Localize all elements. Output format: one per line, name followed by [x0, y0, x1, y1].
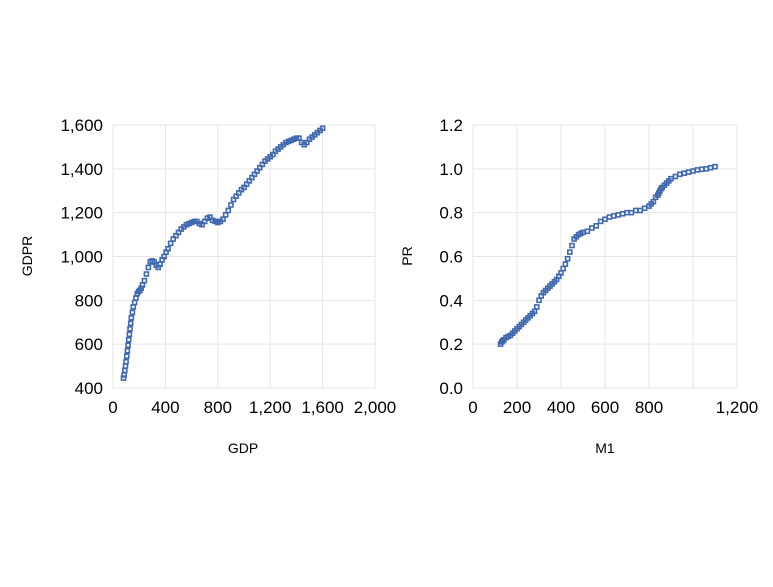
data-point — [619, 210, 626, 217]
data-point — [584, 228, 591, 235]
x-tick-labels: 0 400 800 1,200 1,600 2,000 — [108, 398, 396, 417]
y-tick-labels: 400 600 800 1,000 1,200 1,400 1,600 — [60, 116, 103, 398]
data-point — [588, 225, 595, 231]
data-point — [564, 255, 571, 262]
x-tick-label: 600 — [591, 398, 619, 417]
data-point — [126, 331, 133, 338]
data-point — [130, 304, 137, 310]
data-point — [167, 240, 174, 247]
gridlines — [472, 124, 738, 389]
data-point — [593, 223, 600, 229]
y-axis-title: PR — [399, 246, 415, 265]
y-tick-label: 600 — [75, 335, 103, 354]
y-tick-label: 0.8 — [439, 204, 463, 223]
data-point — [562, 261, 569, 267]
data-point — [121, 372, 127, 378]
data-point — [124, 347, 131, 354]
data-point — [141, 277, 148, 284]
data-point — [560, 265, 567, 272]
x-tick-label: 0 — [108, 398, 117, 417]
x-axis-title: M1 — [595, 440, 615, 456]
data-point — [658, 185, 664, 192]
data-point — [123, 353, 130, 360]
x-tick-label: 1,600 — [301, 398, 344, 417]
y-tick-label: 0.2 — [439, 335, 463, 354]
data-point — [707, 164, 714, 171]
y-tick-label: 0.0 — [439, 379, 463, 398]
data-point — [569, 242, 575, 249]
data-point — [165, 246, 171, 252]
y-axis-title: GDPR — [19, 236, 35, 276]
y-tick-labels: 0.0 0.2 0.4 0.6 0.8 1.0 1.2 — [439, 116, 463, 398]
x-tick-label: 400 — [547, 398, 575, 417]
y-tick-label: 1,400 — [60, 160, 103, 179]
data-point — [123, 358, 129, 365]
data-point — [632, 207, 639, 214]
x-tick-label: 1,200 — [716, 398, 759, 417]
data-point — [676, 171, 683, 178]
data-point — [499, 338, 506, 344]
data-point — [566, 249, 573, 255]
data-point — [145, 264, 152, 271]
data-point — [712, 163, 718, 170]
data-point — [319, 125, 326, 132]
data-points — [497, 163, 718, 347]
y-tick-label: 400 — [75, 379, 103, 398]
x-tick-label: 200 — [503, 398, 531, 417]
data-point — [225, 207, 232, 214]
data-point — [672, 173, 679, 180]
gridlines — [112, 124, 376, 389]
data-point — [637, 207, 644, 214]
data-point — [685, 169, 692, 175]
data-point — [133, 295, 139, 301]
x-tick-label: 0 — [468, 398, 477, 417]
data-point — [615, 212, 622, 218]
data-point — [606, 214, 613, 220]
x-tick-label: 400 — [151, 398, 179, 417]
y-tick-label: 1.0 — [439, 160, 463, 179]
data-point — [131, 299, 138, 306]
data-point — [139, 282, 146, 288]
y-tick-label: 1,000 — [60, 248, 103, 267]
data-point — [641, 205, 648, 212]
data-point — [127, 320, 134, 327]
y-tick-label: 800 — [75, 291, 103, 310]
data-point — [157, 261, 163, 267]
data-point — [222, 212, 229, 218]
data-point — [125, 342, 131, 349]
chart-pr-vs-m1: 0.0 0.2 0.4 0.6 0.8 1.0 1.2 0 200 400 600 800 1,200… — [399, 116, 758, 456]
data-points — [120, 125, 326, 381]
data-point — [127, 326, 133, 332]
data-point — [128, 315, 135, 321]
x-axis-title: GDP — [228, 440, 258, 456]
data-point — [694, 167, 701, 173]
x-tick-labels: 0 200 400 600 800 1,200 — [468, 398, 758, 417]
x-tick-label: 800 — [204, 398, 232, 417]
data-point — [143, 271, 150, 277]
data-point — [533, 304, 540, 310]
data-point — [122, 363, 129, 369]
x-tick-label: 2,000 — [354, 398, 397, 417]
x-tick-label: 1,200 — [249, 398, 292, 417]
chart-gdpr-vs-gdp: 400 600 800 1,000 1,200 1,400 1,600 0 400 800 1,2… — [19, 116, 396, 456]
data-point — [597, 218, 604, 225]
x-tick-label: 800 — [635, 398, 663, 417]
y-tick-label: 0.6 — [439, 248, 463, 267]
data-point — [129, 309, 136, 316]
data-point — [610, 213, 617, 219]
y-tick-label: 1,200 — [60, 204, 103, 223]
data-point — [125, 336, 132, 343]
data-point — [121, 367, 128, 374]
y-tick-label: 0.4 — [439, 291, 463, 310]
data-point — [681, 170, 688, 177]
data-point — [228, 202, 234, 208]
y-tick-label: 1,600 — [60, 116, 103, 135]
y-tick-label: 1.2 — [439, 116, 463, 135]
